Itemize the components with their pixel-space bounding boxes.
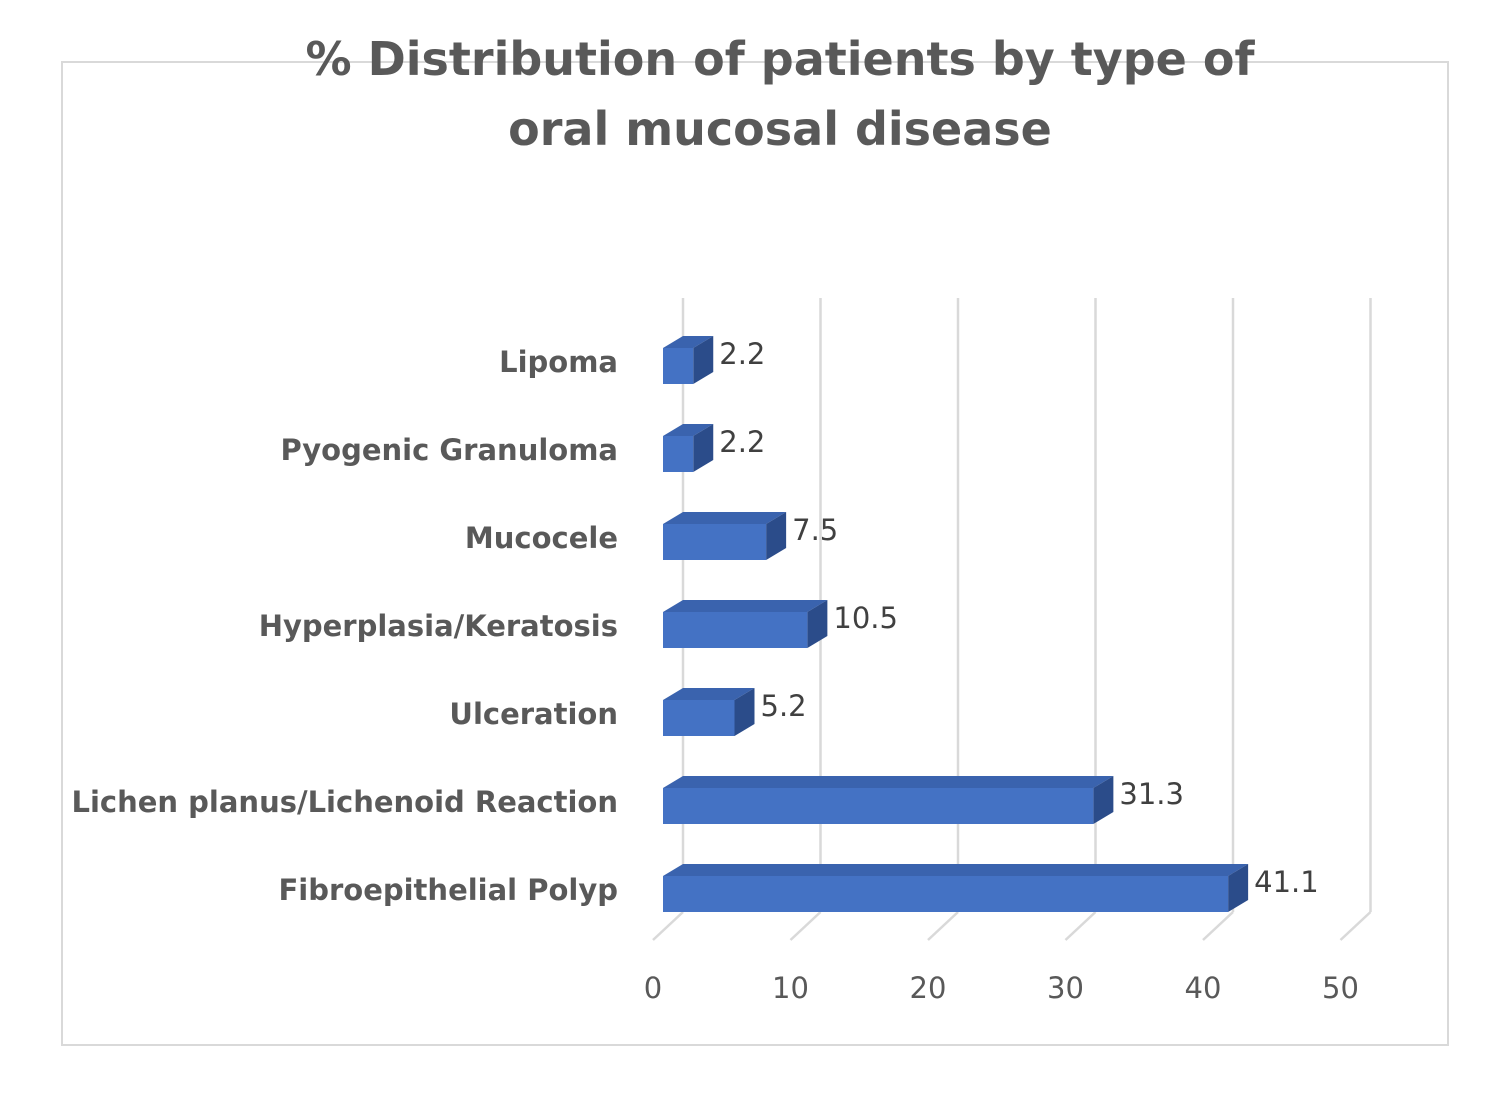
bar-top-face xyxy=(663,776,1114,788)
bar-side-face xyxy=(766,512,787,560)
data-label: 7.5 xyxy=(792,513,838,547)
category-label: Pyogenic Granuloma xyxy=(280,433,618,467)
bar xyxy=(663,436,694,472)
category-label: Fibroepithelial Polyp xyxy=(278,873,618,907)
category-label: Lipoma xyxy=(499,345,618,379)
x-tick-label: 30 xyxy=(1047,971,1084,1005)
bar-top-face xyxy=(663,424,714,436)
category-label: Hyperplasia/Keratosis xyxy=(259,609,618,643)
data-label: 10.5 xyxy=(833,601,898,635)
floor-gridline xyxy=(927,911,959,941)
floor-gridline xyxy=(1339,911,1372,941)
x-tick-label: 10 xyxy=(772,971,809,1005)
bar-side-face xyxy=(693,424,714,472)
bar-top-face xyxy=(663,600,828,612)
floor-gridline xyxy=(652,911,684,941)
bar-top-face xyxy=(663,336,714,348)
labels: 0 10 20 30 40 50 Fibroepithelial Polyp 41.1 Lich… xyxy=(72,337,1359,1005)
category-label: Lichen planus/Lichenoid Reaction xyxy=(72,785,619,819)
bar xyxy=(663,612,808,648)
x-tick-label: 0 xyxy=(644,971,662,1005)
x-tick-label: 40 xyxy=(1185,971,1222,1005)
bar xyxy=(663,348,694,384)
bar-top-face xyxy=(663,688,755,700)
x-tick-label: 20 xyxy=(910,971,947,1005)
floor-gridline xyxy=(1064,911,1097,941)
data-label: 2.2 xyxy=(719,337,765,371)
chart-title: % Distribution of patients by type of or… xyxy=(305,32,1255,156)
bar xyxy=(663,524,767,560)
data-label: 2.2 xyxy=(719,425,765,459)
bar xyxy=(663,700,735,736)
floor-gridline xyxy=(1202,911,1234,941)
category-label: Mucocele xyxy=(465,521,618,555)
bar-top-face xyxy=(663,512,787,524)
bar-side-face xyxy=(1093,776,1114,824)
x-tick-label: 50 xyxy=(1322,971,1359,1005)
bar xyxy=(663,876,1229,912)
bar-side-face xyxy=(693,336,714,384)
data-label: 31.3 xyxy=(1119,777,1184,811)
bars xyxy=(663,336,1249,912)
floor-gridline xyxy=(789,911,822,941)
category-label: Ulceration xyxy=(449,697,618,731)
bar-side-face xyxy=(734,688,755,736)
bar-side-face xyxy=(1228,864,1249,912)
bar-top-face xyxy=(663,864,1249,876)
data-label: 5.2 xyxy=(761,689,807,723)
bar xyxy=(663,788,1094,824)
bar-side-face xyxy=(807,600,828,648)
data-label: 41.1 xyxy=(1254,865,1319,899)
